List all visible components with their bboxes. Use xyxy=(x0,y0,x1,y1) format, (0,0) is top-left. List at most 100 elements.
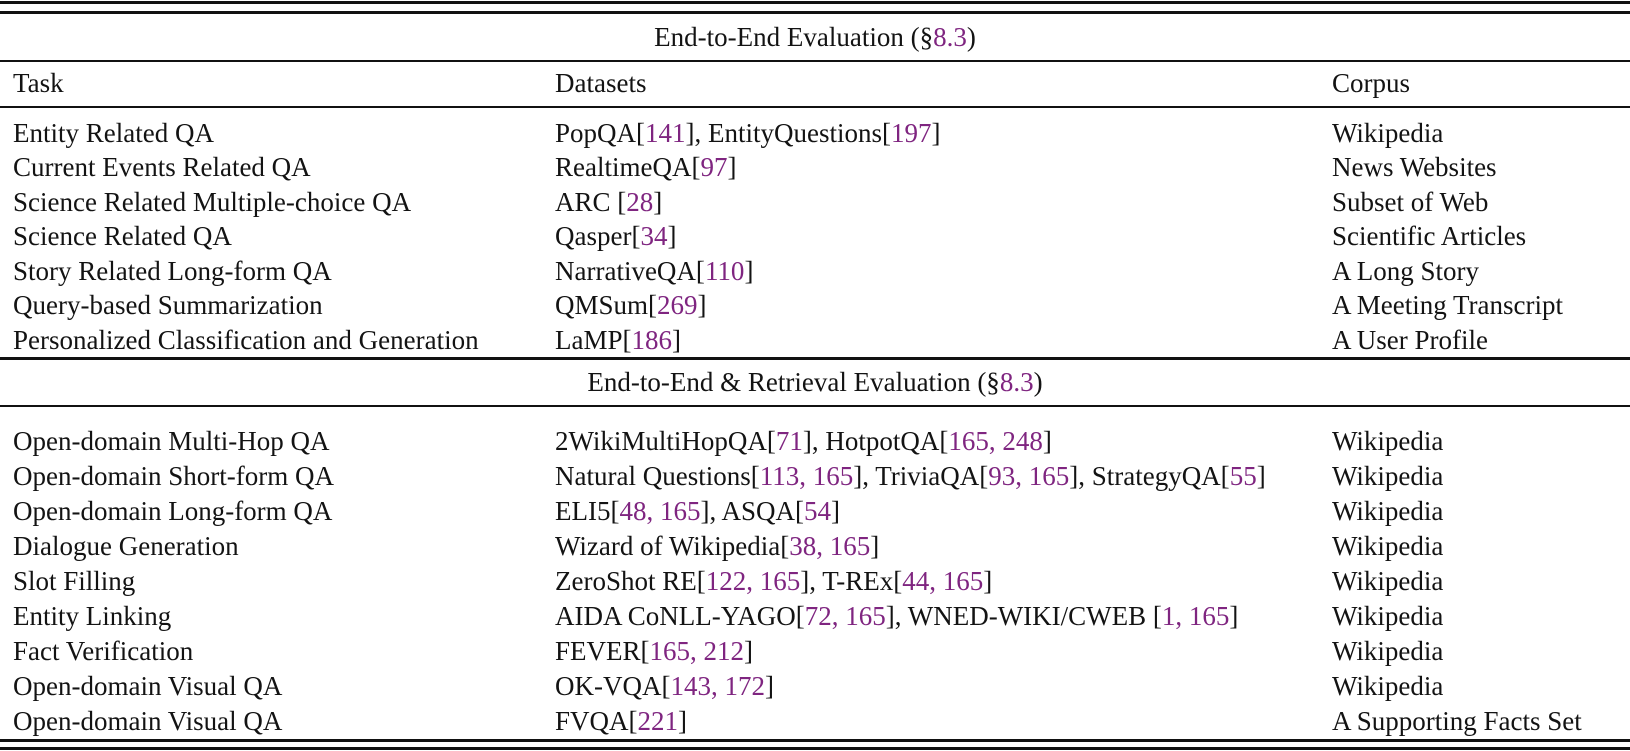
citation-link[interactable]: 97 xyxy=(700,152,728,182)
corpus-cell: Wikipedia xyxy=(1332,531,1444,561)
citation-link[interactable]: 269 xyxy=(657,290,698,320)
task-cell: Entity Related QA xyxy=(13,117,214,148)
citation-link[interactable]: 110 xyxy=(704,255,745,286)
citation-link[interactable]: 38, 165 xyxy=(789,531,871,561)
datasets-cell: ELI5[48, 165], ASQA[54] xyxy=(555,496,840,526)
task-cell: Story Related Long-form QA xyxy=(13,255,332,286)
table-row: Open-domain Multi-Hop QA 2WikiMultiHopQA[… xyxy=(0,424,1630,459)
citation-link[interactable]: 28 xyxy=(626,186,654,217)
datasets-cell: 2WikiMultiHopQA[71], HotpotQA[165, 248] xyxy=(555,426,1052,456)
citation-link[interactable]: 221 xyxy=(637,706,679,736)
table-row: Open-domain Visual QA OK-VQA[143, 172] Wik… xyxy=(0,669,1630,704)
section-ref-link[interactable]: 8.3 xyxy=(933,21,967,52)
table-row: Current Events Related QA RealtimeQA[97] N… xyxy=(0,150,1630,185)
task-cell: Open-domain Short-form QA xyxy=(13,461,334,491)
column-header-row: Task Datasets Corpus xyxy=(0,62,1630,106)
column-header-datasets: Datasets xyxy=(555,68,647,98)
datasets-cell: LaMP[186] xyxy=(555,324,681,355)
datasets-cell: NarrativeQA[110] xyxy=(555,255,754,286)
section-title-retrieval: End-to-End & Retrieval Evaluation (§8.3) xyxy=(0,360,1630,405)
table-bottom-rule-inner xyxy=(0,739,1630,742)
table-row: Open-domain Visual QA FVQA[221] A Supporti… xyxy=(0,704,1630,739)
datasets-cell: QMSum[269] xyxy=(555,290,707,320)
task-cell: Science Related QA xyxy=(13,221,232,251)
task-cell: Open-domain Visual QA xyxy=(13,706,283,736)
task-cell: Slot Filling xyxy=(13,566,136,596)
citation-link[interactable]: 54 xyxy=(803,496,831,526)
corpus-cell: Wikipedia xyxy=(1332,566,1444,596)
datasets-cell: Wizard of Wikipedia[38, 165] xyxy=(555,531,880,561)
section1-rows: Entity Related QA PopQA[141], EntityQuest… xyxy=(0,108,1630,358)
corpus-cell: News Websites xyxy=(1332,152,1497,182)
task-cell: Open-domain Visual QA xyxy=(13,671,283,701)
section-title-end-to-end: End-to-End Evaluation (§8.3) xyxy=(0,14,1630,60)
citation-link[interactable]: 93, 165 xyxy=(988,461,1070,491)
citation-link[interactable]: 113, 165 xyxy=(759,461,854,491)
table-row: Open-domain Long-form QA ELI5[48, 165], A… xyxy=(0,494,1630,529)
corpus-cell: A User Profile xyxy=(1332,324,1488,355)
datasets-cell: Qasper[34] xyxy=(555,221,677,251)
task-cell: Open-domain Long-form QA xyxy=(13,496,333,526)
section-title-text: ) xyxy=(1033,367,1043,397)
citation-link[interactable]: 34 xyxy=(640,221,668,251)
datasets-cell: ZeroShot RE[122, 165], T-REx[44, 165] xyxy=(555,566,993,596)
task-cell: Fact Verification xyxy=(13,636,194,666)
task-cell: Query-based Summarization xyxy=(13,290,323,320)
table-row: Entity Linking AIDA CoNLL-YAGO[72, 165], … xyxy=(0,599,1630,634)
citation-link[interactable]: 44, 165 xyxy=(902,566,984,596)
citation-link[interactable]: 165, 212 xyxy=(649,636,745,666)
citation-link[interactable]: 143, 172 xyxy=(670,671,765,701)
task-cell: Open-domain Multi-Hop QA xyxy=(13,426,330,456)
task-cell: Personalized Classification and Generati… xyxy=(13,324,479,355)
table-row: Fact Verification FEVER[165, 212] Wikipedi… xyxy=(0,634,1630,669)
datasets-cell: FVQA[221] xyxy=(555,706,688,736)
datasets-cell: PopQA[141], EntityQuestions[197] xyxy=(555,117,941,148)
datasets-cell: FEVER[165, 212] xyxy=(555,636,753,666)
corpus-cell: Wikipedia xyxy=(1332,117,1444,148)
table-row: Dialogue Generation Wizard of Wikipedia[3… xyxy=(0,529,1630,564)
table-row: Personalized Classification and Generati… xyxy=(0,323,1630,358)
task-cell: Current Events Related QA xyxy=(13,152,311,182)
datasets-cell: RealtimeQA[97] xyxy=(555,152,737,182)
citation-link[interactable]: 71 xyxy=(775,426,803,456)
citation-link[interactable]: 165, 248 xyxy=(948,426,1043,456)
corpus-cell: Wikipedia xyxy=(1332,636,1444,666)
task-cell: Science Related Multiple-choice QA xyxy=(13,186,412,217)
table-bottom-rule-outer xyxy=(0,746,1630,750)
citation-link[interactable]: 186 xyxy=(631,324,673,355)
rule-below-column-headers xyxy=(0,105,1630,108)
corpus-cell: A Supporting Facts Set xyxy=(1332,706,1582,736)
table-row: Science Related QA Qasper[34] Scientific A… xyxy=(0,219,1630,254)
column-header-task: Task xyxy=(13,68,64,98)
datasets-cell: OK-VQA[143, 172] xyxy=(555,671,774,701)
datasets-cell: ARC [28] xyxy=(555,186,663,217)
table-row: Query-based Summarization QMSum[269] A Mee… xyxy=(0,288,1630,323)
citation-link[interactable]: 55 xyxy=(1229,461,1257,491)
table-row: Open-domain Short-form QA Natural Questio… xyxy=(0,459,1630,494)
citation-link[interactable]: 1, 165 xyxy=(1161,601,1230,631)
corpus-cell: Wikipedia xyxy=(1332,601,1444,631)
corpus-cell: Wikipedia xyxy=(1332,426,1444,456)
citation-link[interactable]: 141 xyxy=(645,117,686,148)
datasets-cell: AIDA CoNLL-YAGO[72, 165], WNED-WIKI/CWEB… xyxy=(555,601,1239,631)
citation-link[interactable]: 122, 165 xyxy=(705,566,801,596)
task-cell: Entity Linking xyxy=(13,601,172,631)
rule-below-section2-title xyxy=(0,405,1630,407)
corpus-cell: Wikipedia xyxy=(1332,496,1444,526)
table-row: Entity Related QA PopQA[141], EntityQuest… xyxy=(0,116,1630,151)
section-title-text: End-to-End Evaluation (§ xyxy=(654,21,934,52)
citation-link[interactable]: 72, 165 xyxy=(804,601,886,631)
table-top-rule-inner xyxy=(0,11,1630,14)
section-ref-link[interactable]: 8.3 xyxy=(999,367,1034,397)
citation-link[interactable]: 48, 165 xyxy=(619,496,701,526)
citation-link[interactable]: 197 xyxy=(891,117,932,148)
datasets-cell: Natural Questions[113, 165], TriviaQA[93… xyxy=(555,461,1266,491)
table-top-rule-outer xyxy=(0,1,1630,4)
column-header-corpus: Corpus xyxy=(1332,68,1411,98)
task-cell: Dialogue Generation xyxy=(13,531,239,561)
table-row: Science Related Multiple-choice QA ARC [2… xyxy=(0,185,1630,220)
corpus-cell: Scientific Articles xyxy=(1332,221,1527,251)
section2-rows: Open-domain Multi-Hop QA 2WikiMultiHopQA[… xyxy=(0,407,1630,739)
table-row: Slot Filling ZeroShot RE[122, 165], T-REx… xyxy=(0,564,1630,599)
